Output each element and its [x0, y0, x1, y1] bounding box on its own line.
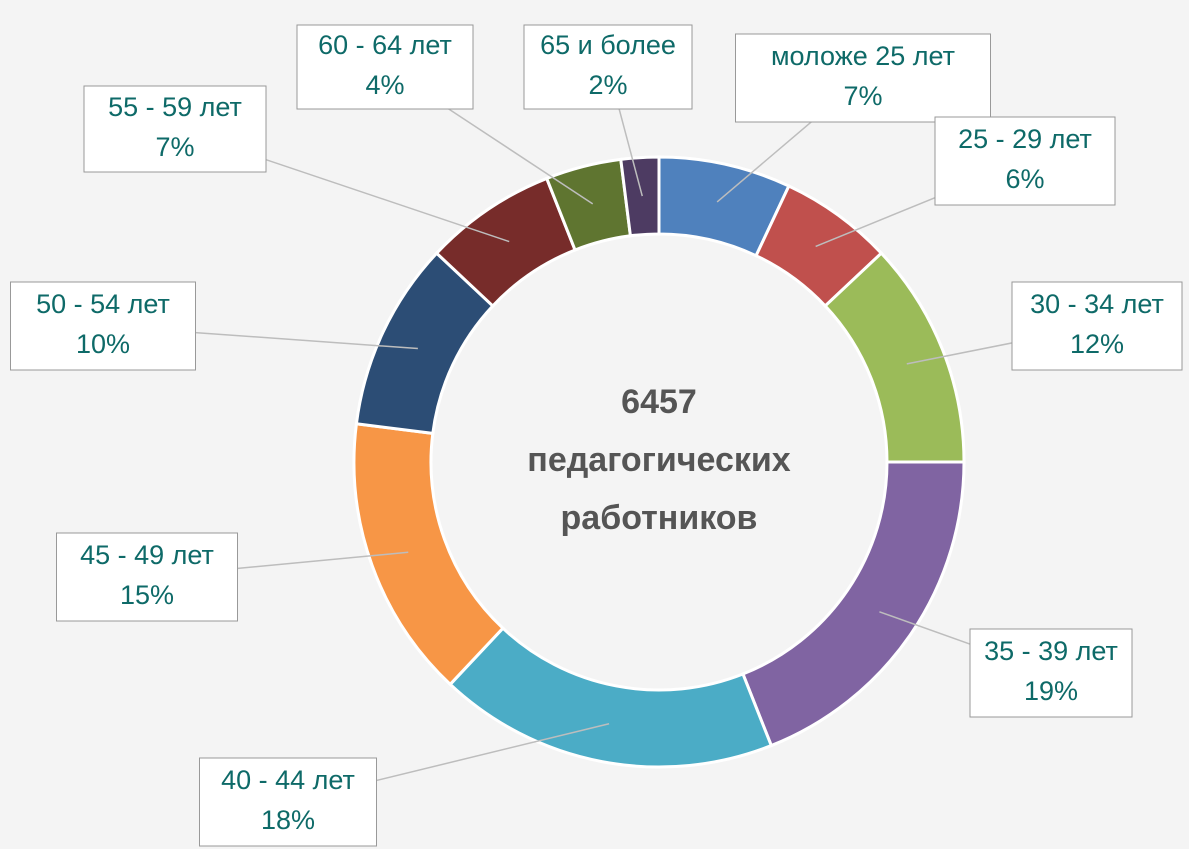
category-label: 35 - 39 лет: [984, 636, 1118, 666]
value-label: 18%: [261, 805, 315, 835]
value-label: 12%: [1070, 329, 1124, 359]
donut-segment: [354, 424, 503, 685]
value-label: 10%: [76, 329, 130, 359]
chart: моложе 25 лет 7% 25 - 29 лет 6% 30 - 34 лет 1…: [0, 0, 1189, 849]
category-label: 55 - 59 лет: [108, 92, 242, 122]
donut-segment: [450, 628, 771, 767]
category-label: 40 - 44 лет: [221, 765, 355, 795]
center-text: работников: [561, 499, 758, 537]
value-label: 4%: [365, 70, 404, 100]
value-label: 2%: [588, 70, 627, 100]
category-label: 60 - 64 лет: [318, 30, 452, 60]
center-text: 6457: [621, 383, 697, 421]
category-label: 25 - 29 лет: [958, 124, 1092, 154]
category-label: 50 - 54 лет: [36, 289, 170, 319]
category-label: 65 и более: [540, 30, 676, 60]
category-label: моложе 25 лет: [771, 41, 955, 71]
value-label: 7%: [843, 81, 882, 111]
category-label: 45 - 49 лет: [80, 540, 214, 570]
center-text: педагогических: [527, 441, 791, 479]
value-label: 15%: [120, 580, 174, 610]
value-label: 19%: [1024, 676, 1078, 706]
donut-segment: [743, 462, 964, 746]
value-label: 7%: [155, 132, 194, 162]
value-label: 6%: [1005, 164, 1044, 194]
category-label: 30 - 34 лет: [1030, 289, 1164, 319]
donut-segment: [825, 253, 964, 462]
